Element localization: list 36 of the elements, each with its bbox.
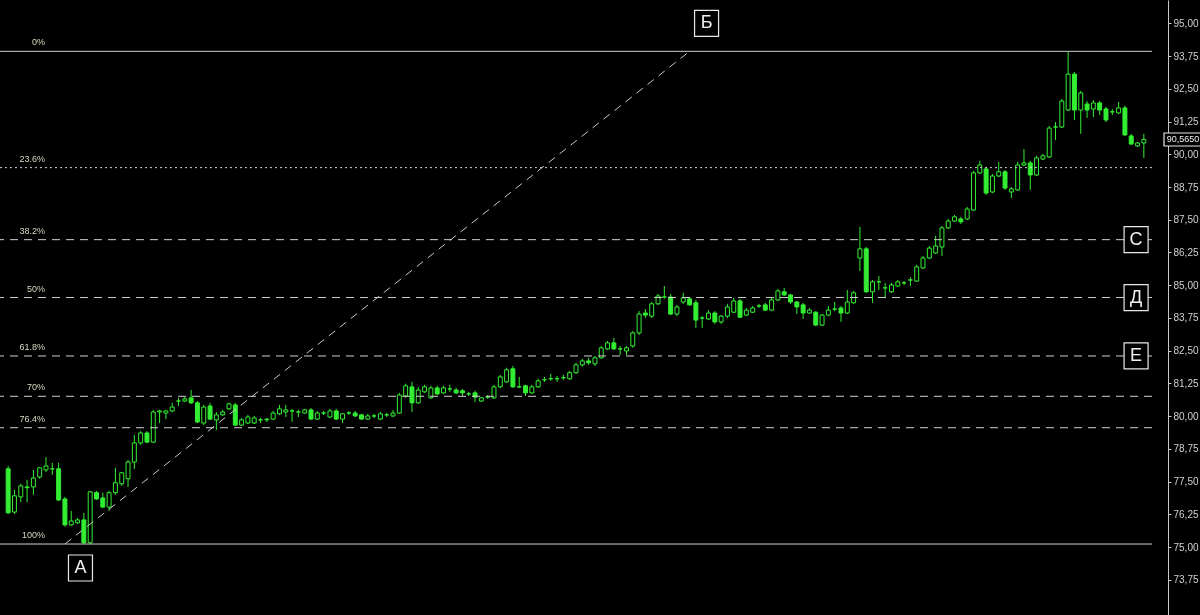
annotation: Е xyxy=(1130,344,1143,365)
annotation: 0% xyxy=(31,37,45,48)
y-tick-label: 85,00 xyxy=(1173,279,1199,291)
annotation: 70% xyxy=(26,382,45,393)
annotation: Д xyxy=(1129,286,1143,307)
y-tick-label: 91,25 xyxy=(1173,116,1199,128)
y-tick-label: 93,75 xyxy=(1173,50,1199,62)
annotation: 38.2% xyxy=(19,225,45,236)
y-tick-label: 87,50 xyxy=(1173,214,1199,226)
candlestick xyxy=(371,413,377,419)
annotation: Б xyxy=(700,12,713,33)
annotation: А xyxy=(74,557,87,578)
y-tick-label: 77,50 xyxy=(1173,476,1199,488)
candlestick xyxy=(756,303,762,309)
y-tick-label: 73,75 xyxy=(1173,574,1199,586)
y-tick-label: 76,25 xyxy=(1173,508,1199,520)
candlestick xyxy=(901,280,907,286)
annotation: 100% xyxy=(21,530,45,541)
y-tick-label: 83,75 xyxy=(1173,312,1199,324)
y-tick-label: 88,75 xyxy=(1173,181,1199,193)
candlestick xyxy=(289,408,295,423)
y-tick-label: 78,75 xyxy=(1173,443,1199,455)
y-tick-label: 75,00 xyxy=(1173,541,1199,553)
candlestick xyxy=(346,410,352,416)
annotation: 76.4% xyxy=(19,413,45,424)
y-tick-label: 82,50 xyxy=(1173,345,1199,357)
y-tick-label: 95,00 xyxy=(1173,17,1199,29)
annotation: 23.6% xyxy=(19,153,45,164)
annotation: 50% xyxy=(26,283,45,294)
y-tick-label: 80,00 xyxy=(1173,410,1199,422)
annotation: С xyxy=(1129,228,1143,249)
y-tick-label: 90,00 xyxy=(1173,148,1199,160)
y-tick-label: 86,25 xyxy=(1173,247,1199,258)
annotation: 61.8% xyxy=(19,341,45,352)
y-tick-label: 81,25 xyxy=(1173,377,1199,389)
y-tick-label: 92,50 xyxy=(1173,83,1199,95)
